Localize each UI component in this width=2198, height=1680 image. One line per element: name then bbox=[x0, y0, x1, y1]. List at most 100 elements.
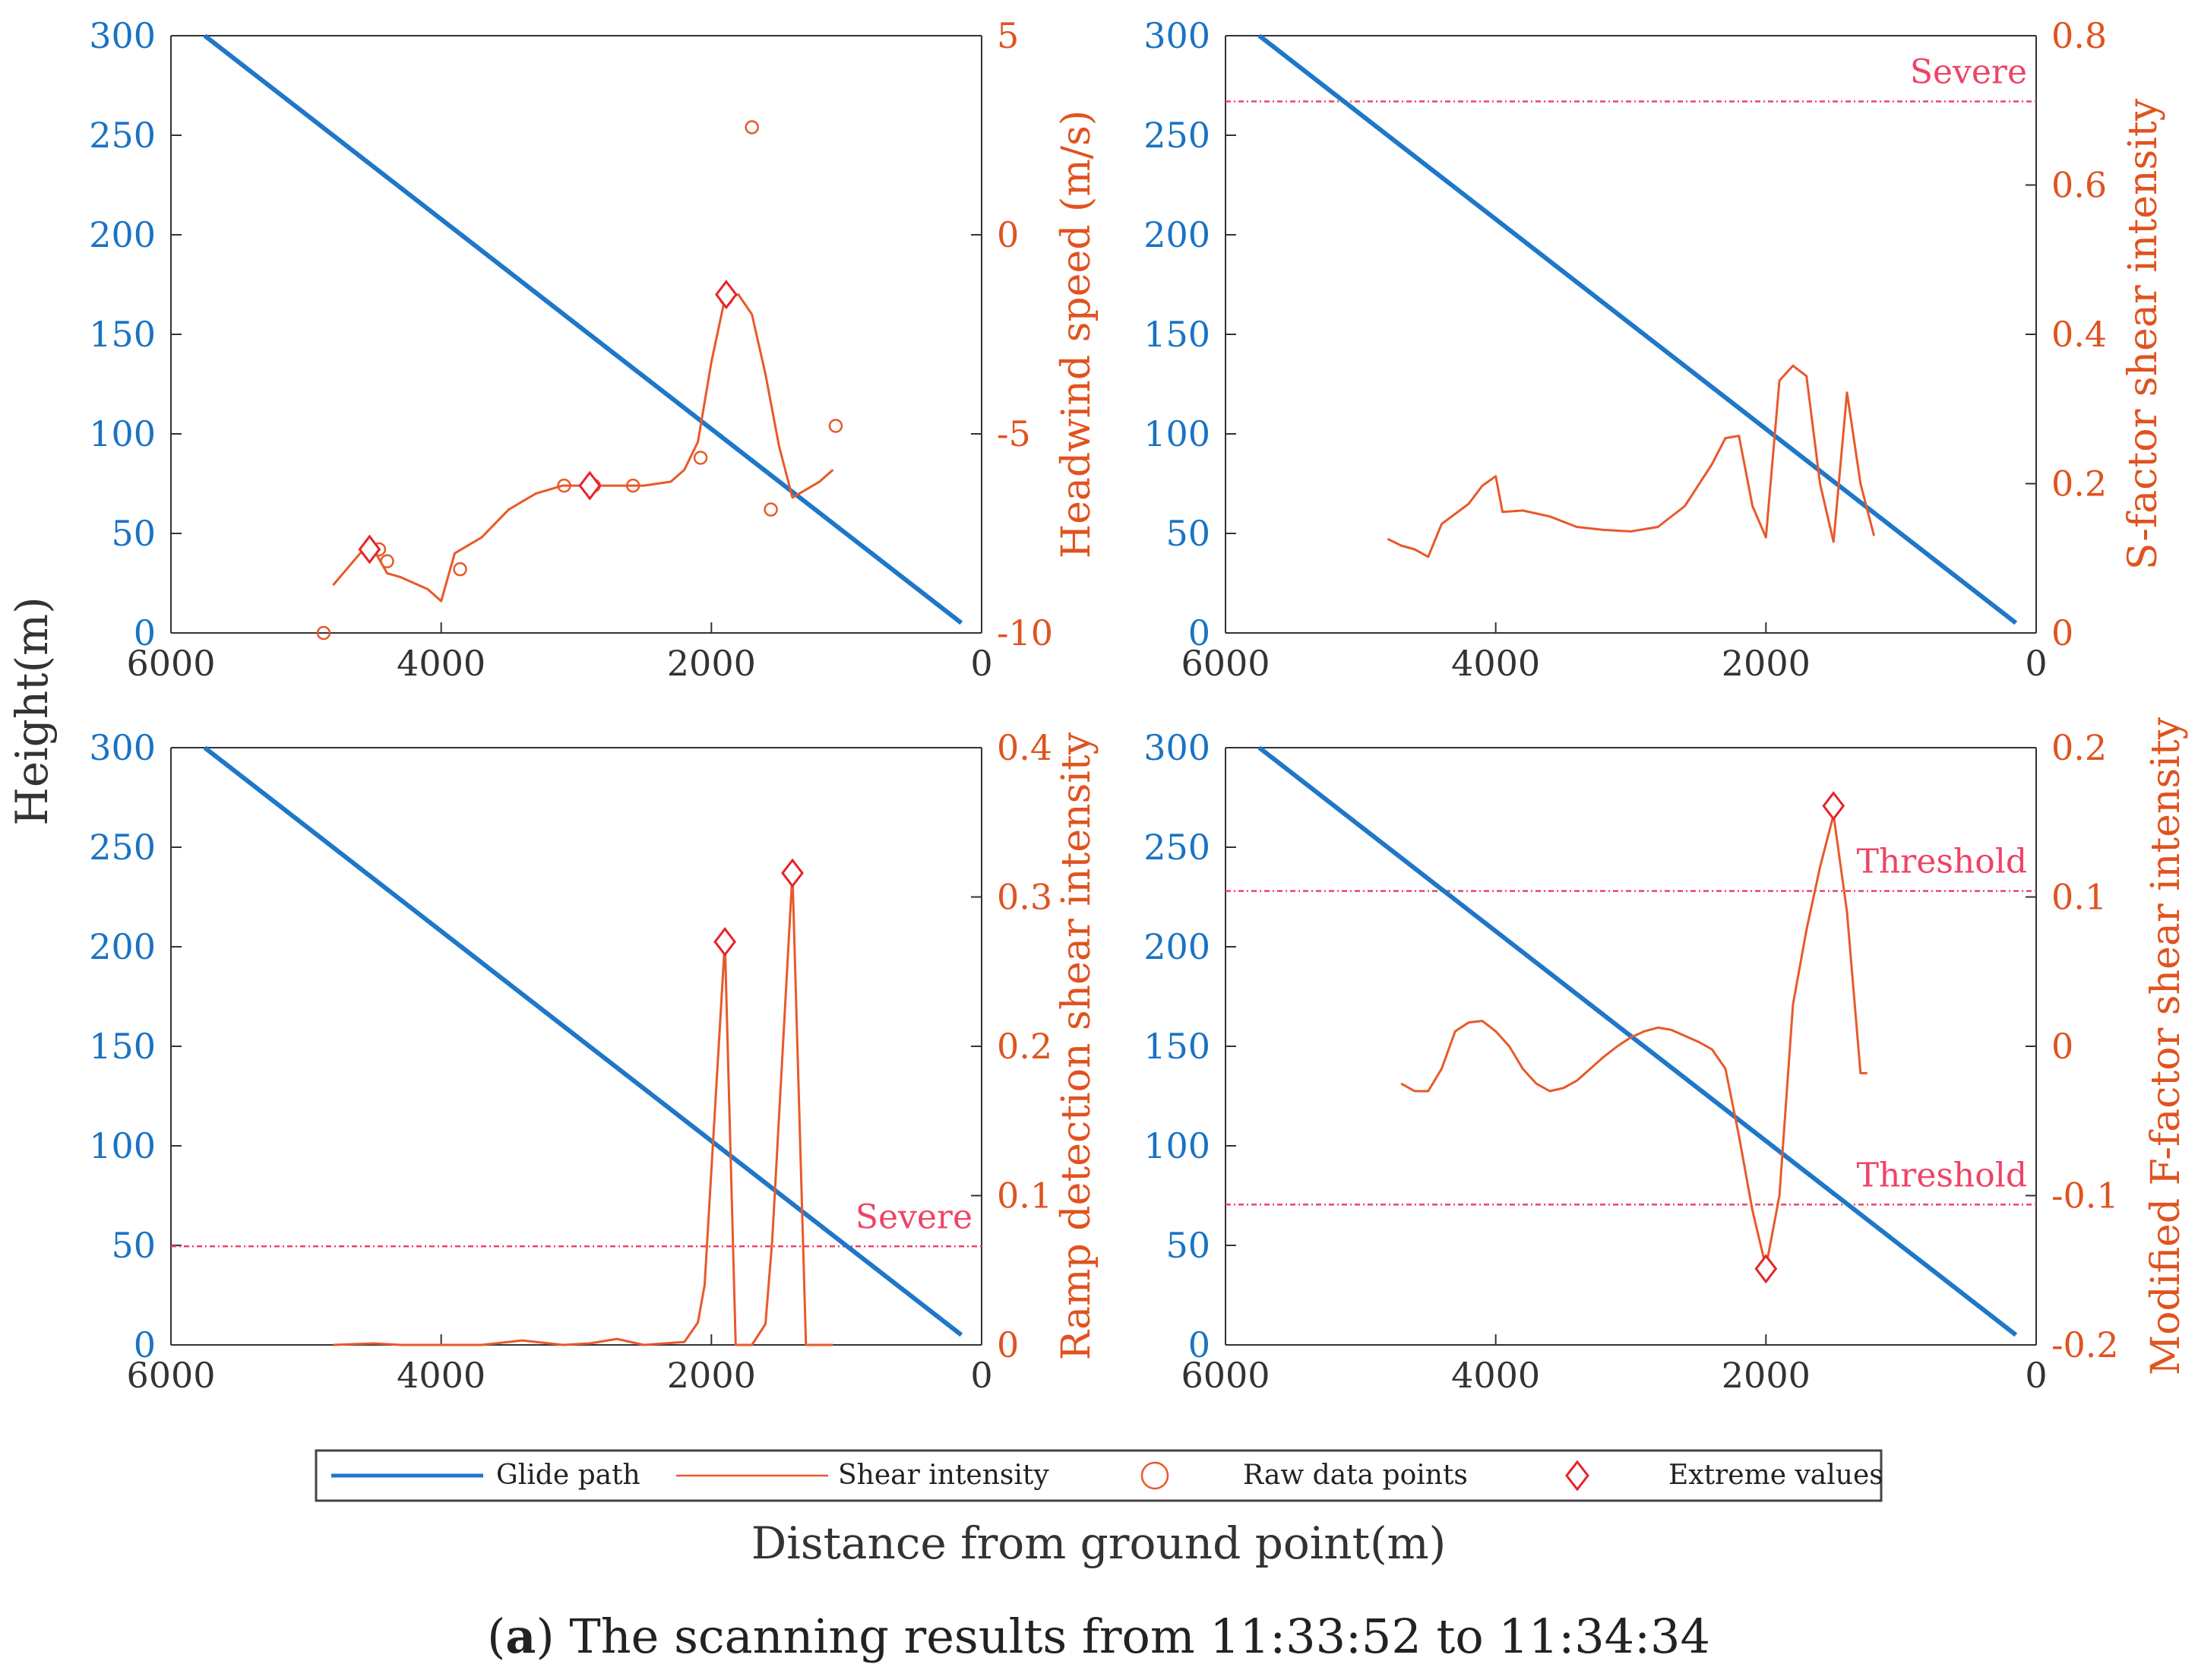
left-y-tick-label: 300 bbox=[1143, 15, 1210, 56]
left-y-tick-label: 50 bbox=[1165, 513, 1210, 554]
right-y-tick-label: 0 bbox=[997, 214, 1019, 255]
x-tick-label: 2000 bbox=[667, 643, 756, 684]
left-y-tick-label: 250 bbox=[1143, 827, 1210, 868]
right-y-axis-label: Modified F-factor shear intensity bbox=[2143, 717, 2189, 1375]
glide-path-line bbox=[203, 33, 963, 625]
extreme-value-marker bbox=[713, 926, 737, 957]
right-y-tick-label: -0.1 bbox=[2051, 1175, 2119, 1216]
left-y-tick-label: 250 bbox=[89, 827, 156, 868]
left-y-tick-label: 300 bbox=[89, 15, 156, 56]
left-y-tick-label: 50 bbox=[111, 1225, 156, 1266]
x-tick-label: 0 bbox=[2025, 1355, 2047, 1396]
left-y-tick-label: 150 bbox=[89, 314, 156, 355]
figure-caption: (a) The scanning results from 11:33:52 t… bbox=[487, 1609, 1710, 1664]
right-y-tick-label: 0.3 bbox=[997, 877, 1052, 918]
shear-intensity-line bbox=[332, 293, 834, 603]
x-tick-label: 0 bbox=[970, 1355, 992, 1396]
legend-raw-label: Raw data points bbox=[1243, 1460, 1468, 1491]
x-tick-label: 2000 bbox=[667, 1355, 756, 1396]
legend: Glide path Shear intensity Raw data poin… bbox=[315, 1449, 1883, 1502]
right-y-tick-label: 5 bbox=[997, 15, 1019, 56]
left-y-tick-label: 0 bbox=[1188, 612, 1210, 653]
x-tick-label: 4000 bbox=[1451, 643, 1540, 684]
left-y-tick-label: 200 bbox=[89, 214, 156, 255]
legend-extreme-marker bbox=[1565, 1460, 1589, 1492]
caption-close: ) bbox=[536, 1609, 554, 1664]
x-tick-label: 0 bbox=[970, 643, 992, 684]
caption-open: ( bbox=[487, 1609, 505, 1664]
x-tick-label: 2000 bbox=[1722, 1355, 1811, 1396]
right-y-tick-label: 0.1 bbox=[997, 1175, 1052, 1216]
legend-box bbox=[315, 1449, 1883, 1502]
raw-data-point bbox=[453, 562, 467, 577]
left-y-tick-label: 0 bbox=[134, 1324, 156, 1365]
right-y-tick-label: 0.4 bbox=[997, 727, 1052, 768]
caption-letter: a bbox=[505, 1609, 536, 1664]
glide-path-line bbox=[1257, 745, 2018, 1337]
left-y-tick-label: 100 bbox=[1143, 413, 1210, 454]
glide-path-line bbox=[1257, 33, 2018, 625]
caption-text: The scanning results from 11:33:52 to 11… bbox=[555, 1609, 1710, 1664]
left-y-tick-label: 250 bbox=[1143, 115, 1210, 156]
left-y-tick-label: 200 bbox=[89, 926, 156, 967]
left-y-tick-label: 100 bbox=[89, 1125, 156, 1166]
x-tick-label: 4000 bbox=[1451, 1355, 1540, 1396]
right-y-tick-label: 0.6 bbox=[2051, 165, 2107, 206]
left-y-tick-label: 0 bbox=[1188, 1324, 1210, 1365]
panel-1: 6000 4000 2000 0 0 50 100 150 200 250 300 -10 -5 0 5 He… bbox=[89, 15, 1099, 684]
left-y-tick-label: 50 bbox=[1165, 1225, 1210, 1266]
raw-data-point bbox=[764, 502, 778, 517]
right-y-axis-label: S-factor shear intensity bbox=[2121, 98, 2166, 570]
panel-2: 6000 4000 2000 005010015020025030000.20.40.… bbox=[1143, 15, 2166, 684]
left-y-tick-label: 150 bbox=[1143, 1026, 1210, 1067]
raw-data-point bbox=[625, 478, 640, 493]
x-tick-label: 4000 bbox=[397, 643, 485, 684]
left-y-tick-label: 100 bbox=[1143, 1125, 1210, 1166]
right-y-tick-label: 0.4 bbox=[2051, 314, 2107, 355]
raw-data-point bbox=[745, 120, 759, 134]
left-y-tick-label: 50 bbox=[111, 513, 156, 554]
right-y-tick-label: 0 bbox=[2051, 612, 2073, 653]
threshold-label: Threshold bbox=[1857, 843, 2027, 881]
threshold-label: Threshold bbox=[1857, 1156, 2027, 1194]
panels: 6000 4000 2000 0050100150200250300-10-505He… bbox=[89, 15, 2189, 1396]
left-y-tick-label: 250 bbox=[89, 115, 156, 156]
extreme-value-marker bbox=[781, 858, 804, 888]
left-y-tick-label: 150 bbox=[1143, 314, 1210, 355]
extreme-value-marker bbox=[1822, 791, 1845, 821]
left-y-tick-label: 200 bbox=[1143, 214, 1210, 255]
right-y-tick-label: 0.8 bbox=[2051, 15, 2107, 56]
left-y-tick-label: 0 bbox=[134, 612, 156, 653]
right-y-tick-label: 0.1 bbox=[2051, 877, 2107, 918]
extreme-value-marker bbox=[715, 280, 738, 310]
threshold-label: Severe bbox=[855, 1198, 972, 1236]
right-y-tick-label: -5 bbox=[997, 413, 1031, 454]
extreme-value-marker bbox=[578, 470, 602, 501]
panel-4: 6000 4000 2000 0 0 50 100 150 200 250 300 -0.2 -0.1 0… bbox=[1143, 717, 2189, 1396]
threshold-label: Severe bbox=[1910, 52, 2027, 91]
raw-data-point bbox=[380, 554, 394, 568]
shared-y-axis-label: Height(m) bbox=[6, 596, 58, 826]
legend-shear-label: Shear intensity bbox=[838, 1460, 1049, 1491]
left-y-tick-label: 200 bbox=[1143, 926, 1210, 967]
glide-path-line bbox=[203, 745, 963, 1337]
panel-3: 6000 4000 2000 005010015020025030000.10.20.… bbox=[89, 727, 1099, 1396]
legend-glide-label: Glide path bbox=[496, 1460, 640, 1491]
shear-intensity-line bbox=[1400, 813, 1868, 1269]
right-y-tick-label: -10 bbox=[997, 612, 1053, 653]
left-y-tick-label: 300 bbox=[1143, 727, 1210, 768]
left-y-tick-label: 150 bbox=[89, 1026, 156, 1067]
right-y-tick-label: 0.2 bbox=[997, 1026, 1052, 1067]
x-tick-label: 4000 bbox=[397, 1355, 485, 1396]
right-y-axis-label: Headwind speed (m/s) bbox=[1054, 110, 1099, 558]
legend-raw-marker bbox=[1140, 1461, 1169, 1490]
shear-intensity-line bbox=[333, 872, 833, 1346]
right-y-axis-label: Ramp detection shear intensity bbox=[1054, 732, 1099, 1360]
raw-data-point bbox=[693, 451, 708, 465]
x-tick-label: 6000 bbox=[126, 1355, 215, 1396]
right-y-tick-label: 0 bbox=[2051, 1026, 2073, 1067]
raw-data-point bbox=[316, 625, 331, 641]
x-tick-label: 2000 bbox=[1722, 643, 1811, 684]
x-tick-label: 6000 bbox=[1181, 643, 1270, 684]
